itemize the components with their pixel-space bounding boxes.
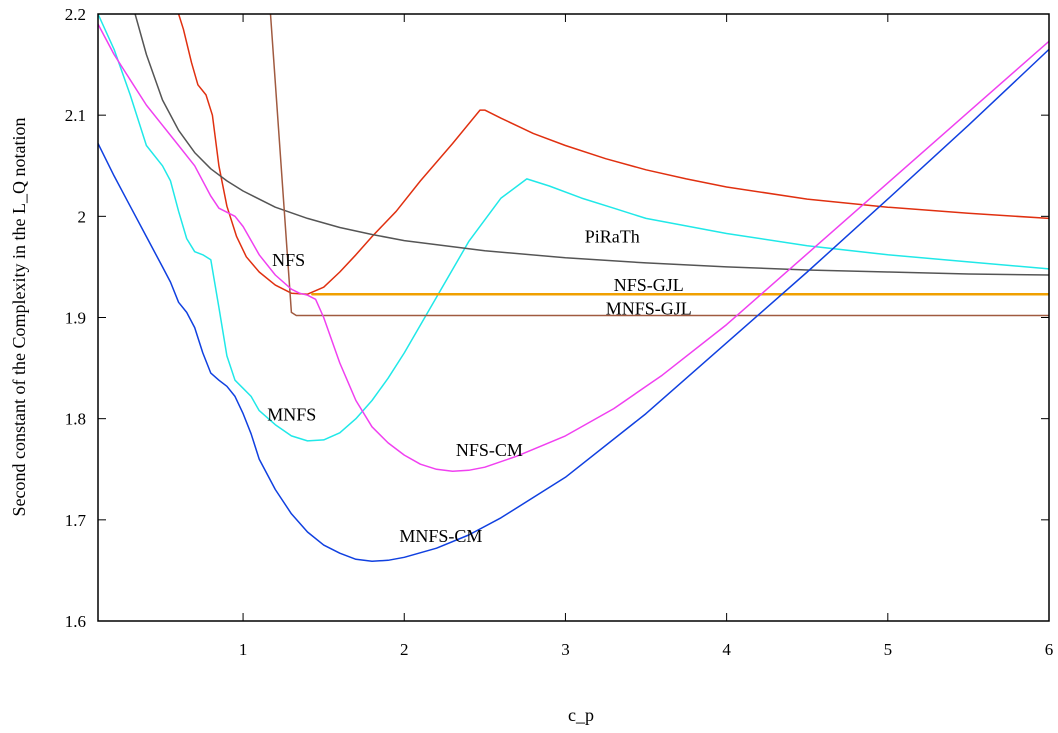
series-line-mnfs (98, 14, 1049, 442)
y-tick-label: 2.1 (65, 106, 86, 125)
series-labels-layer: NFS MNFS PiRaTh NFS-GJL MNFS-GJL NFS-CM MNFS-C… (267, 227, 692, 546)
ticks-layer: 1 2 3 4 5 6 1.6 1.7 1.8 1.9 2 2.1 2.2 (65, 5, 1054, 659)
x-tick-label: 1 (239, 640, 248, 659)
y-tick-label: 2.2 (65, 5, 86, 24)
series-label-pirath: PiRaTh (585, 227, 640, 247)
series-line-mnfs-gjl (269, 14, 1049, 317)
series-label-mnfs-gjl: MNFS-GJL (606, 298, 692, 318)
series-line-mnfs-cm (98, 48, 1049, 563)
plot-frame (97, 13, 1050, 622)
y-tick-label: 1.7 (65, 511, 87, 530)
x-tick-label: 5 (884, 640, 893, 659)
x-tick-label: 2 (400, 640, 409, 659)
y-axis-title: Second constant of the Complexity in the… (9, 118, 29, 517)
y-tick-label: 1.6 (65, 612, 86, 631)
x-tick-label: 6 (1045, 640, 1054, 659)
series-line-pirath (134, 14, 1049, 276)
series-line-nfs (177, 14, 1049, 295)
x-tick-label: 3 (561, 640, 570, 659)
series-label-nfs-gjl: NFS-GJL (614, 275, 684, 295)
series-label-mnfs: MNFS (267, 405, 316, 425)
series-label-mnfs-cm: MNFS-CM (399, 526, 482, 546)
series-label-nfs: NFS (272, 250, 305, 270)
series-label-nfs-cm: NFS-CM (456, 440, 523, 460)
x-axis-title: c_p (568, 705, 594, 725)
x-tick-label: 4 (722, 640, 731, 659)
series-layer (98, 14, 1049, 563)
y-tick-label: 1.9 (65, 309, 86, 328)
y-tick-label: 2 (78, 207, 87, 226)
y-tick-label: 1.8 (65, 410, 86, 429)
series-line-nfs-cm (98, 23, 1049, 473)
